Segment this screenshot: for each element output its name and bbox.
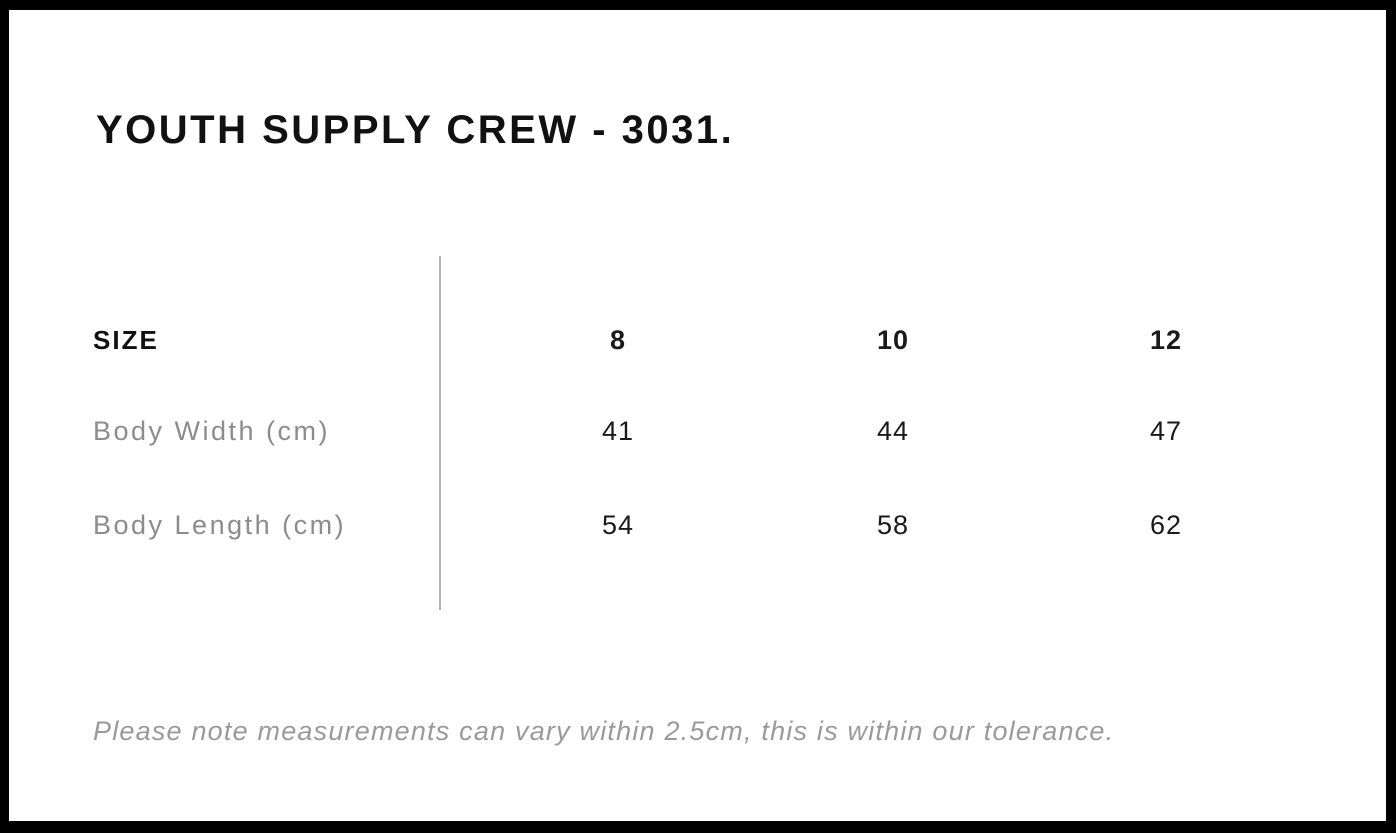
measurement-value: 47	[1149, 416, 1183, 446]
measurement-value: 54	[601, 510, 635, 540]
tolerance-note: Please note measurements can vary within…	[93, 716, 1115, 746]
measurement-value: 62	[1149, 510, 1183, 540]
measurement-value: 44	[876, 416, 910, 446]
page-title: YOUTH SUPPLY CREW - 3031.	[96, 108, 735, 152]
table-row-body-width: Body Width (cm) 41 44 47	[9, 411, 1386, 451]
size-header-row: SIZE 8 10 12	[9, 320, 1386, 360]
measurement-value: 58	[876, 510, 910, 540]
size-header-label: SIZE	[93, 325, 159, 355]
size-column-header: 8	[609, 325, 627, 355]
row-label: Body Length (cm)	[93, 510, 347, 540]
table-row-body-length: Body Length (cm) 54 58 62	[9, 505, 1386, 545]
row-label: Body Width (cm)	[93, 416, 331, 446]
size-column-header: 12	[1149, 325, 1183, 355]
measurement-value: 41	[601, 416, 635, 446]
vertical-divider	[439, 256, 441, 610]
size-column-header: 10	[876, 325, 910, 355]
